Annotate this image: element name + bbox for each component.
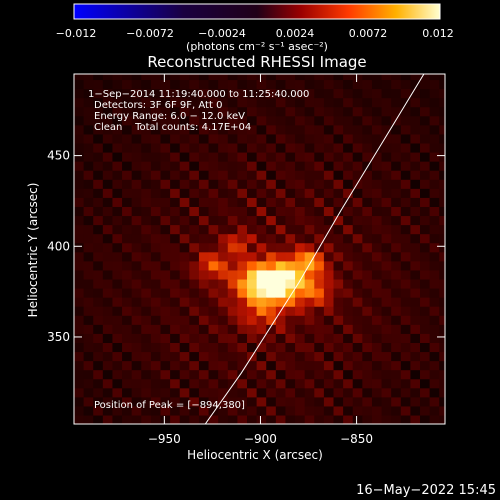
colorbar xyxy=(73,3,441,20)
y-axis-ticks: 350 400 450 xyxy=(47,149,445,344)
colorbar-tick-label: −0.0024 xyxy=(198,27,246,40)
image-area xyxy=(74,74,445,424)
info-block: 1−Sep−2014 11:19:40.000 to 11:25:40.000 … xyxy=(88,89,309,133)
chart-title: Reconstructed RHESSI Image xyxy=(147,53,366,71)
colorbar-tick-label: 0.0072 xyxy=(349,27,388,40)
x-tick-label: −950 xyxy=(148,432,181,446)
y-axis-label: Heliocentric Y (arcsec) xyxy=(26,183,40,318)
energy-range-label: Energy Range: 6.0 − 12.0 keV xyxy=(94,111,245,122)
x-axis-label: Heliocentric X (arcsec) xyxy=(187,448,323,462)
time-range-label: 1−Sep−2014 11:19:40.000 to 11:25:40.000 xyxy=(88,89,309,100)
x-tick-label: −850 xyxy=(340,432,373,446)
heatmap-pixels xyxy=(74,74,445,424)
colorbar-units: (photons cm⁻² s⁻¹ asec⁻²) xyxy=(186,40,328,53)
peak-position-label: Position of Peak = [−894,380] xyxy=(94,400,245,411)
y-tick-label: 350 xyxy=(47,330,70,344)
detectors-label: Detectors: 3F 6F 9F, Att 0 xyxy=(94,100,222,111)
y-tick-label: 400 xyxy=(47,239,70,253)
x-tick-label: −900 xyxy=(244,432,277,446)
solar-limb-line xyxy=(204,74,425,424)
colorbar-tick-label: −0.012 xyxy=(56,27,97,40)
clean-counts-label: Clean Total counts: 4.17E+04 xyxy=(94,122,251,133)
colorbar-tick-label: −0.0072 xyxy=(126,27,174,40)
colorbar-tick-label: 0.0024 xyxy=(276,27,315,40)
colorbar-tick-label: 0.012 xyxy=(422,27,454,40)
x-axis-ticks: −950 −900 −850 xyxy=(148,74,373,446)
plot-frame xyxy=(73,73,446,425)
colorbar-ticks: −0.012 −0.0072 −0.0024 0.0024 0.0072 0.0… xyxy=(56,27,454,40)
footer-timestamp: 16−May−2022 15:45 xyxy=(356,483,496,498)
y-tick-label: 450 xyxy=(47,149,70,163)
